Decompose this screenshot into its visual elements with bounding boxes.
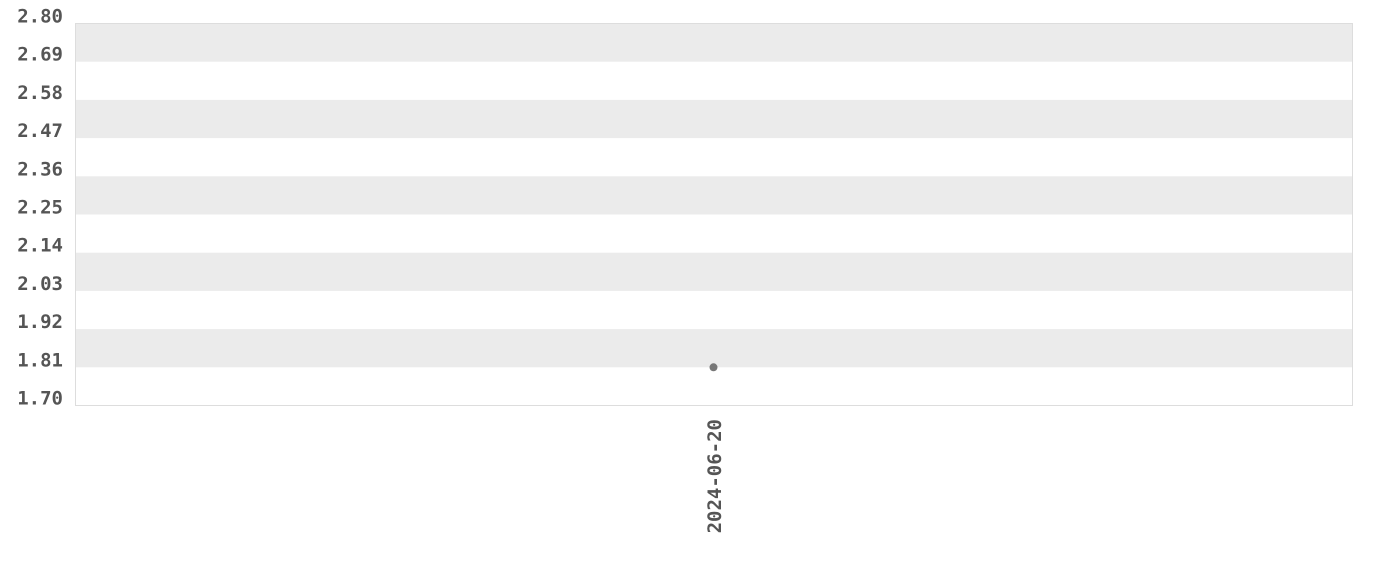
grid-band <box>75 99 1353 139</box>
x-axis: 2024-06-20 <box>704 419 726 533</box>
y-tick-label: 2.69 <box>17 44 63 66</box>
grid-band <box>75 252 1353 291</box>
plot-area <box>75 23 1353 406</box>
grid-band <box>75 176 1353 215</box>
grid-bands <box>75 23 1353 368</box>
data-point <box>709 363 718 372</box>
y-tick-label: 2.36 <box>17 158 63 180</box>
grid-band <box>75 329 1353 368</box>
y-axis: 1.70 1.81 1.92 2.03 2.14 2.25 2.36 2.47 2.58 2.69… <box>17 6 63 410</box>
y-tick-label: 1.92 <box>17 311 63 333</box>
y-tick-label: 2.03 <box>17 273 63 295</box>
y-tick-label: 1.81 <box>17 349 63 371</box>
y-tick-label: 2.25 <box>17 197 63 219</box>
grid-band <box>75 23 1353 62</box>
y-tick-label: 2.58 <box>17 82 63 104</box>
data-points <box>709 363 718 372</box>
y-tick-label: 1.70 <box>17 388 63 410</box>
x-tick-label: 2024-06-20 <box>704 419 726 533</box>
y-tick-label: 2.80 <box>17 6 63 28</box>
y-tick-label: 2.47 <box>17 120 63 142</box>
y-tick-label: 2.14 <box>17 235 63 257</box>
